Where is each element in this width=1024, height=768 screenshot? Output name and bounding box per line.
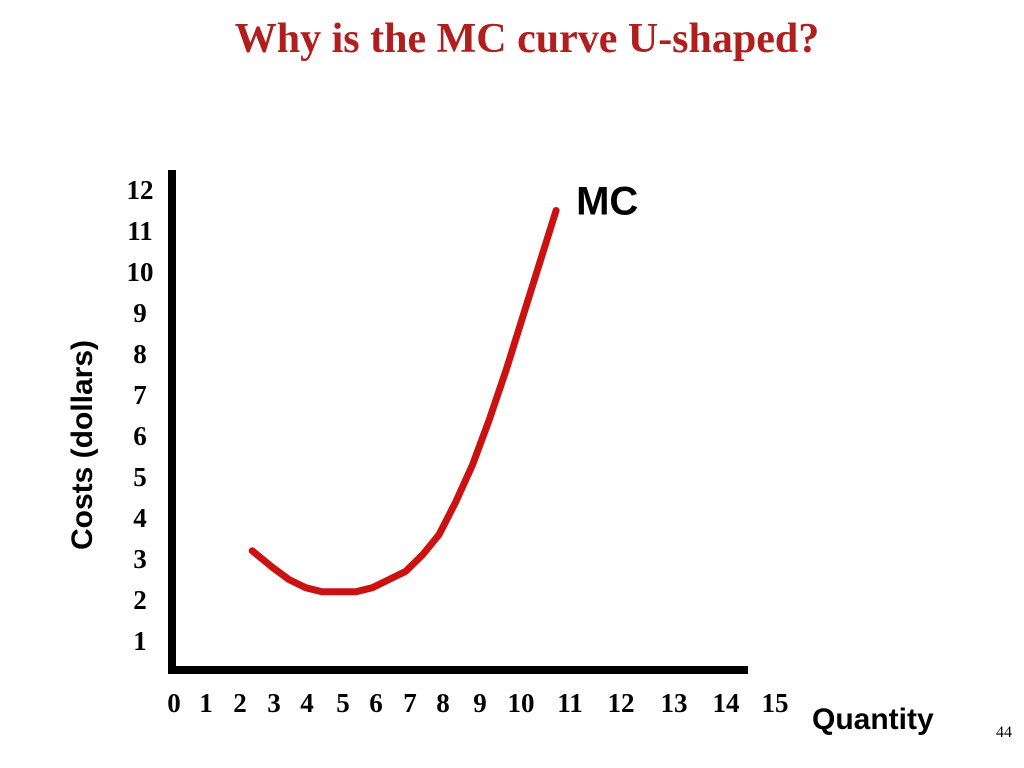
y-tick-label: 8 — [133, 339, 147, 369]
y-tick-label: 4 — [133, 503, 147, 533]
y-tick-label: 11 — [127, 216, 153, 246]
x-tick-label: 7 — [403, 688, 417, 718]
mc-curve-label: MC — [576, 180, 638, 224]
mc-curve-line — [248, 207, 560, 596]
chart-series: MC — [248, 180, 638, 596]
x-tick-label: 1 — [199, 688, 213, 718]
y-tick-label: 9 — [133, 298, 147, 328]
x-tick-label: 0 — [167, 688, 181, 718]
y-tick-label: 3 — [133, 544, 147, 574]
x-tick-label: 14 — [713, 688, 740, 718]
x-axis-label: Quantity — [812, 703, 934, 736]
y-axis-label: Costs (dollars) — [66, 340, 99, 550]
x-tick-label: 9 — [473, 688, 487, 718]
x-tick-labels: 0 1 2 3 4 5 6 7 8 9 10 11 12 13 14 15 — [167, 688, 788, 718]
slide-title: Why is the MC curve U-shaped? — [234, 16, 820, 62]
x-tick-label: 8 — [436, 688, 450, 718]
x-tick-label: 10 — [508, 688, 535, 718]
chart-axes — [168, 170, 748, 674]
y-tick-label: 7 — [133, 380, 147, 410]
x-tick-label: 6 — [369, 688, 383, 718]
x-tick-label: 13 — [661, 688, 688, 718]
x-tick-label: 12 — [608, 688, 635, 718]
x-tick-label: 4 — [300, 688, 314, 718]
page-number: 44 — [996, 724, 1012, 741]
y-tick-label: 6 — [133, 421, 147, 451]
x-tick-label: 2 — [233, 688, 247, 718]
x-tick-label: 5 — [336, 688, 350, 718]
y-tick-label: 5 — [133, 462, 147, 492]
y-tick-label: 12 — [127, 175, 154, 205]
y-tick-label: 10 — [127, 257, 154, 287]
x-tick-label: 3 — [267, 688, 281, 718]
x-tick-label: 11 — [557, 688, 583, 718]
y-tick-label: 1 — [133, 626, 147, 656]
y-tick-label: 2 — [133, 585, 147, 615]
x-tick-label: 15 — [762, 688, 789, 718]
